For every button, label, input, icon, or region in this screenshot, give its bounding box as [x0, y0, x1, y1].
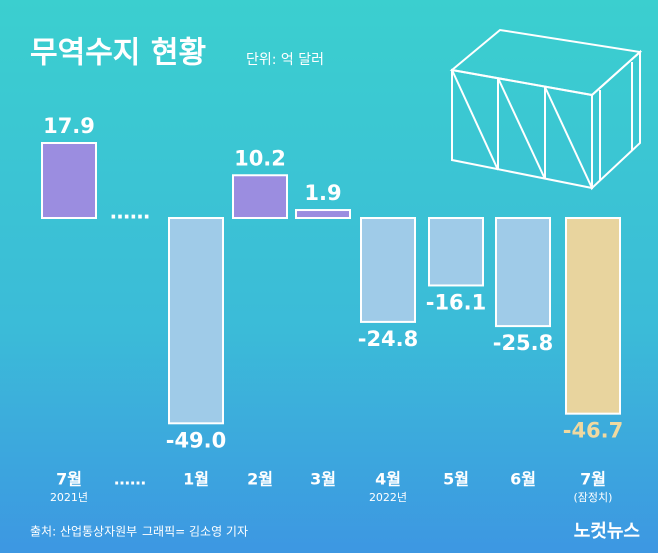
- value-label: 1.9: [304, 181, 341, 205]
- ellipsis: ……: [110, 200, 150, 224]
- value-label: -24.8: [358, 327, 419, 351]
- unit-label: 단위: 억 달러: [246, 52, 324, 68]
- logo: 노컷뉴스: [574, 521, 640, 542]
- bar: [168, 217, 224, 425]
- x-tick-label: 2월: [247, 470, 273, 489]
- bar: [295, 209, 351, 220]
- source: 출처: 산업통상자원부: [30, 525, 137, 539]
- credit: 그래픽= 김소영 기자: [142, 525, 248, 539]
- x-sub-label: (잠정치): [574, 491, 613, 504]
- x-tick-label: 5월: [443, 470, 469, 489]
- value-label: -16.1: [426, 290, 487, 314]
- bar: [232, 174, 288, 219]
- value-label: -25.8: [493, 331, 554, 355]
- x-tick-label: 1월: [183, 470, 209, 489]
- value-label: 17.9: [43, 114, 95, 138]
- value-label: -49.0: [166, 428, 227, 452]
- value-label: 10.2: [234, 146, 286, 170]
- bar: [41, 141, 97, 219]
- container-icon: [449, 28, 643, 191]
- x-tick-label: 4월: [375, 470, 401, 489]
- x-sub-label: 2021년: [50, 491, 88, 504]
- bar: [360, 217, 416, 323]
- chart-title: 무역수지 현황: [30, 36, 206, 71]
- x-tick-label: 3월: [310, 470, 336, 489]
- value-label: -46.7: [563, 419, 624, 443]
- x-sub-label: 2022년: [369, 491, 407, 504]
- bar: [428, 217, 484, 287]
- x-tick-label: 6월: [510, 470, 536, 489]
- x-tick-label: ……: [114, 470, 146, 489]
- bar: [565, 217, 621, 415]
- bar: [495, 217, 551, 328]
- x-tick-label: 7월: [580, 470, 606, 489]
- x-tick-label: 7월: [56, 470, 82, 489]
